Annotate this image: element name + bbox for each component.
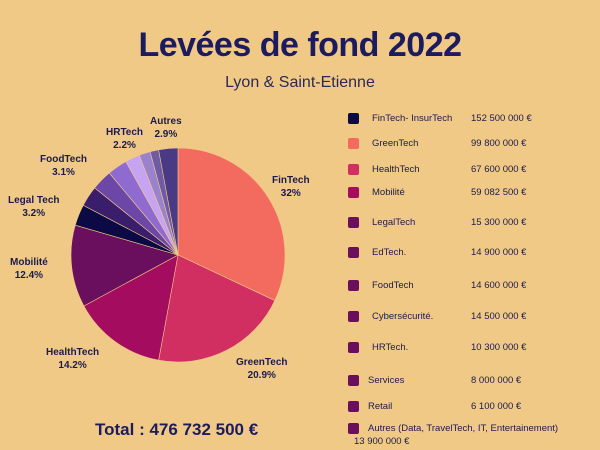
legend-amount: 14 500 000 € [471, 311, 527, 322]
total-amount: Total : 476 732 500 € [95, 420, 259, 439]
legend-amount: 67 600 000 € [471, 164, 527, 175]
legend-swatch [348, 217, 359, 228]
pie-label-autres: Autres 2.9% [150, 116, 182, 140]
legend-swatch [348, 187, 359, 198]
pie-slice-mobilit- [70, 224, 179, 307]
legend-label: Cybersécurité. [372, 311, 434, 322]
pie-slice-healthtech [83, 254, 179, 361]
legend-amount: 99 800 000 € [471, 138, 527, 149]
legend-label: GreenTech [372, 138, 419, 149]
legend-swatch [348, 401, 359, 412]
pie-slice-greentech [158, 254, 276, 363]
legend-label: HealthTech [372, 164, 420, 175]
pie-label-legaltech: Legal Tech 3.2% [8, 195, 60, 219]
legend-amount: 10 300 000 € [471, 342, 527, 353]
legend-swatch [348, 138, 359, 149]
legend-swatch [348, 113, 359, 124]
legend-amount: 14 600 000 € [471, 280, 527, 291]
legend-label: FoodTech [372, 280, 414, 291]
pie-label-hrtech: HRTech 2.2% [106, 127, 144, 151]
legend-swatch [348, 280, 359, 291]
pie-slice-fintech [177, 147, 286, 301]
legend-amount: 59 082 500 € [471, 187, 527, 198]
legend-label: FinTech- InsurTech [372, 113, 453, 124]
legend-swatch [348, 375, 359, 386]
legend-label: Mobilité [372, 187, 405, 198]
legend-amount: 6 100 000 € [471, 401, 522, 412]
legend-label: LegalTech [372, 217, 416, 228]
pie-label-healthtech: HealthTech 14.2% [46, 347, 100, 371]
legend-swatch [348, 164, 359, 175]
legend-swatch [348, 423, 359, 434]
legend-label: Autres (Data, TravelTech, IT, Entertaine… [368, 423, 559, 434]
legend-amount: 14 900 000 € [471, 247, 527, 258]
legend-amount: 15 300 000 € [471, 217, 527, 228]
pie-label-greentech: GreenTech 20.9% [236, 357, 288, 381]
legend-label: Services [368, 375, 405, 386]
pie-slice-autres [158, 147, 179, 256]
legend-amount: 152 500 000 € [471, 113, 532, 124]
pie-label-fintech: FinTech 32% [272, 175, 310, 199]
legend-amount: 8 000 000 € [471, 375, 522, 386]
legend-swatch [348, 342, 359, 353]
legend-label: EdTech. [372, 247, 407, 258]
pie-label-mobilite: Mobilité 12.4% [10, 257, 48, 281]
legend-swatch [348, 247, 359, 258]
legend-label: Retail [368, 401, 393, 412]
legend-swatch [348, 311, 359, 322]
pie-label-foodtech: FoodTech 3.1% [40, 154, 88, 178]
legend-amount: 13 900 000 € [354, 436, 410, 447]
chart-title: Levées de fond 2022 [138, 26, 462, 64]
chart-subtitle: Lyon & Saint-Etienne [225, 74, 375, 91]
legend-label: HRTech. [372, 342, 409, 353]
